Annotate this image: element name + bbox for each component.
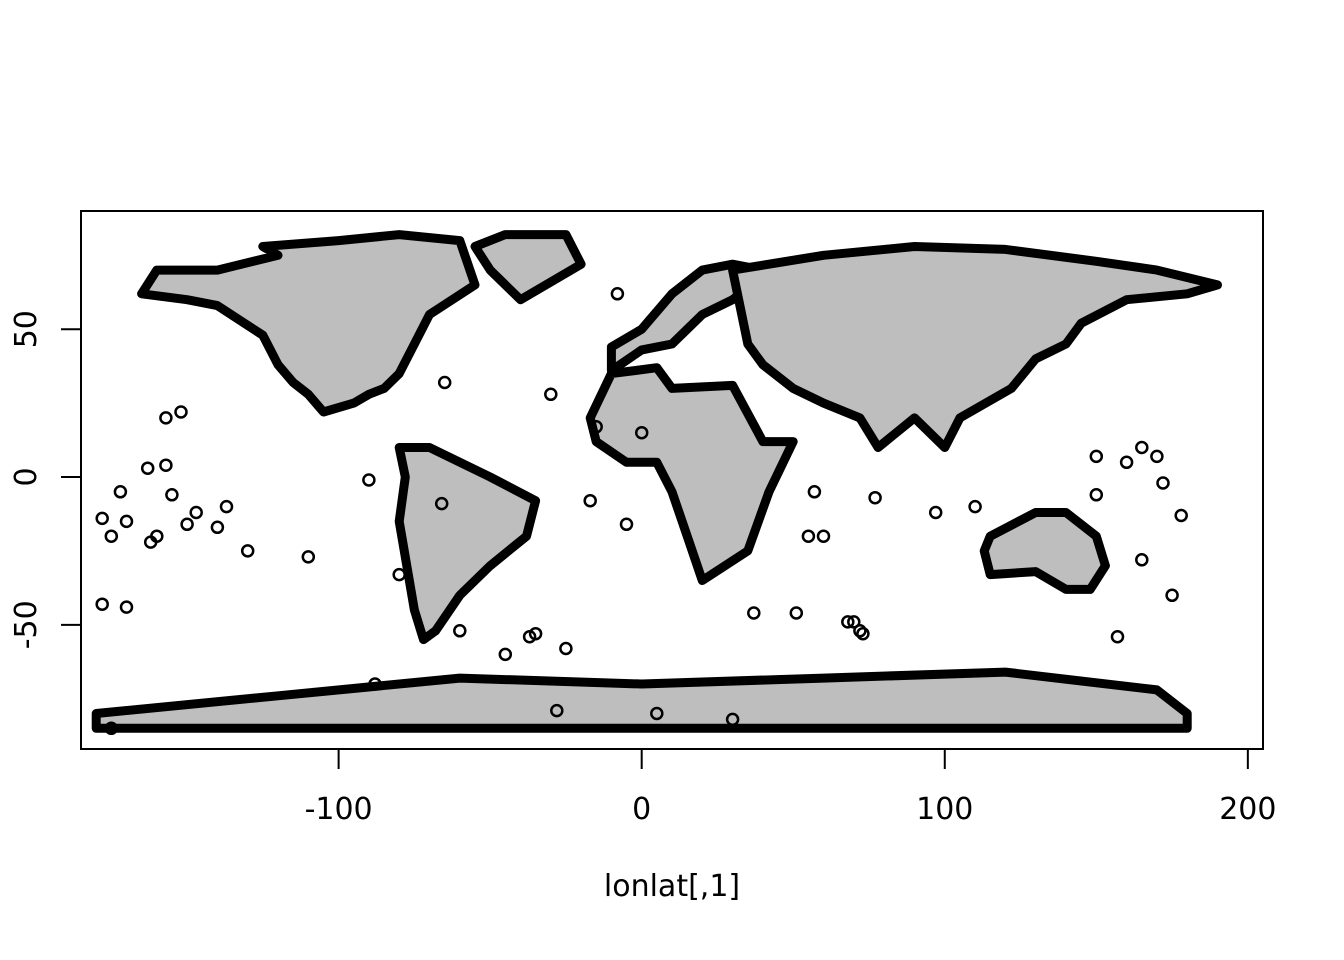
x-tick-label: 100 <box>916 792 973 827</box>
y-axis: -50 0 50 <box>9 310 82 649</box>
coast-point <box>619 517 634 532</box>
coast-point <box>392 567 406 582</box>
land-polygon-5 <box>728 242 1222 452</box>
y-tick-label: 0 <box>9 467 44 486</box>
y-tick-label: 50 <box>9 310 44 348</box>
coast-point <box>143 535 158 549</box>
coast-point <box>807 485 822 499</box>
coast-point <box>1089 488 1104 502</box>
land-polygon-2 <box>394 443 541 645</box>
coast-point <box>1150 449 1164 464</box>
coast-point <box>189 505 203 520</box>
coast-point <box>119 600 134 614</box>
coast-point <box>544 387 558 402</box>
coast-point <box>240 544 255 558</box>
coast-point <box>1174 508 1188 523</box>
coast-point <box>104 721 119 736</box>
coast-point <box>368 677 382 691</box>
coast-point <box>1156 476 1170 490</box>
coast-point <box>165 488 179 502</box>
coast-point <box>550 703 564 718</box>
coast-point <box>559 641 573 656</box>
coast-point <box>801 529 816 543</box>
land-polygon-6 <box>979 508 1110 594</box>
coast-point <box>498 647 513 662</box>
coast-point <box>853 624 867 638</box>
x-axis: -100 0 100 200 <box>305 748 1276 827</box>
coast-point <box>856 626 870 641</box>
land-polygon-1 <box>470 230 586 305</box>
coast-point <box>113 485 128 499</box>
coast-point <box>928 505 943 520</box>
coast-point <box>650 706 664 721</box>
data-layer <box>91 230 1222 736</box>
coast-point <box>104 529 119 543</box>
coast-point <box>119 514 134 529</box>
coast-point <box>747 606 761 620</box>
coast-point <box>789 606 804 620</box>
coast-point <box>610 287 625 301</box>
coast-point <box>1135 553 1149 567</box>
x-tick-label: 200 <box>1219 792 1276 827</box>
coast-point <box>816 529 831 543</box>
coast-point <box>453 624 467 638</box>
coast-point <box>95 511 109 526</box>
coast-point <box>725 712 740 727</box>
coast-point <box>634 425 649 440</box>
x-tick-label: 0 <box>632 792 651 827</box>
coast-point <box>159 458 173 472</box>
land-polygon-7 <box>91 667 1192 733</box>
coast-point <box>841 615 855 629</box>
coast-point <box>362 473 376 487</box>
coast-point <box>1110 629 1125 644</box>
coast-point <box>174 405 188 419</box>
coast-point <box>140 461 155 475</box>
x-tick-label: -100 <box>305 792 373 827</box>
coast-point <box>1119 455 1134 470</box>
coast-point <box>1089 449 1104 464</box>
land-polygon-3 <box>585 363 798 585</box>
coast-point <box>180 517 194 532</box>
coast-point <box>968 499 982 514</box>
x-axis-label: lonlat[,1] <box>604 869 740 904</box>
coast-point <box>210 520 225 535</box>
land-polygon-0 <box>137 230 480 417</box>
coast-point <box>522 629 537 644</box>
coast-point <box>434 496 449 511</box>
coast-point <box>1165 588 1179 603</box>
coast-point <box>1135 440 1149 455</box>
coast-point <box>95 597 109 611</box>
coast-point <box>847 615 861 629</box>
coast-point <box>159 411 173 425</box>
y-tick-label: -50 <box>9 600 44 649</box>
coast-point <box>583 493 597 508</box>
coast-point <box>219 499 234 514</box>
coast-point <box>868 490 882 505</box>
coast-point <box>301 550 316 564</box>
coast-point <box>589 420 603 434</box>
coast-point <box>437 375 452 390</box>
